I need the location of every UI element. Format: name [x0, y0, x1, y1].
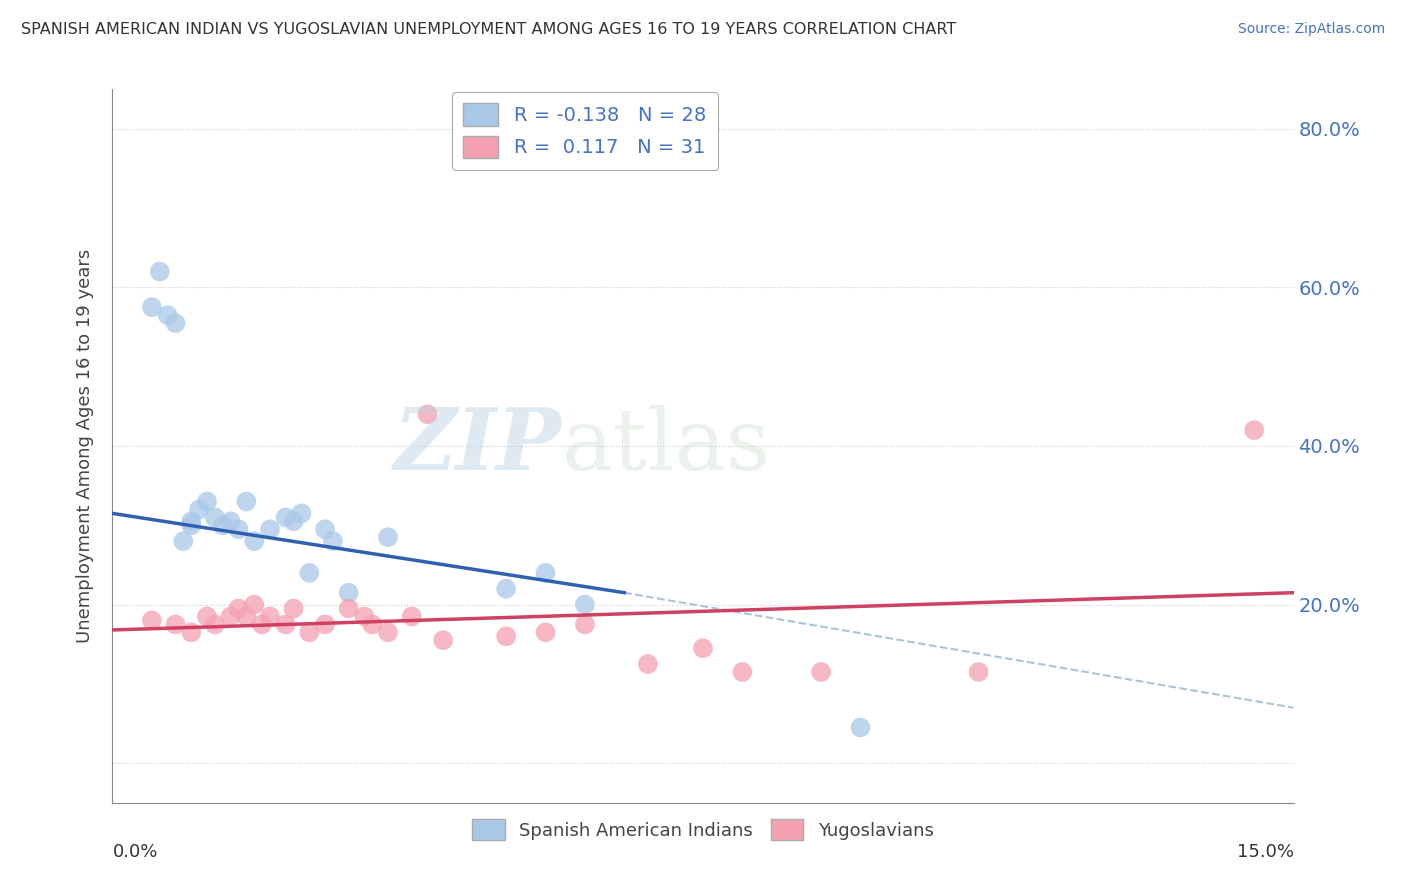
Text: atlas: atlas: [561, 404, 770, 488]
Point: [574, 598, 596, 612]
Point: [337, 601, 360, 615]
Point: [377, 625, 399, 640]
Point: [228, 601, 250, 615]
Text: 15.0%: 15.0%: [1236, 843, 1294, 861]
Point: [243, 598, 266, 612]
Point: [283, 601, 305, 615]
Point: [849, 721, 872, 735]
Point: [259, 609, 281, 624]
Point: [534, 566, 557, 580]
Point: [298, 566, 321, 580]
Point: [219, 609, 242, 624]
Point: [219, 514, 242, 528]
Point: [141, 614, 163, 628]
Point: [416, 407, 439, 421]
Point: [195, 609, 218, 624]
Point: [314, 617, 336, 632]
Point: [228, 522, 250, 536]
Point: [274, 617, 297, 632]
Point: [259, 522, 281, 536]
Point: [180, 518, 202, 533]
Point: [274, 510, 297, 524]
Legend: Spanish American Indians, Yugoslavians: Spanish American Indians, Yugoslavians: [465, 812, 941, 847]
Point: [165, 316, 187, 330]
Text: Source: ZipAtlas.com: Source: ZipAtlas.com: [1237, 22, 1385, 37]
Point: [314, 522, 336, 536]
Point: [495, 582, 517, 596]
Point: [204, 510, 226, 524]
Point: [204, 617, 226, 632]
Point: [1243, 423, 1265, 437]
Point: [322, 534, 344, 549]
Point: [637, 657, 659, 671]
Text: SPANISH AMERICAN INDIAN VS YUGOSLAVIAN UNEMPLOYMENT AMONG AGES 16 TO 19 YEARS CO: SPANISH AMERICAN INDIAN VS YUGOSLAVIAN U…: [21, 22, 956, 37]
Point: [967, 665, 990, 679]
Point: [432, 633, 454, 648]
Point: [574, 617, 596, 632]
Point: [188, 502, 211, 516]
Point: [165, 617, 187, 632]
Point: [401, 609, 423, 624]
Point: [235, 494, 257, 508]
Point: [283, 514, 305, 528]
Point: [172, 534, 194, 549]
Point: [353, 609, 375, 624]
Point: [692, 641, 714, 656]
Point: [235, 609, 257, 624]
Point: [156, 308, 179, 322]
Point: [534, 625, 557, 640]
Text: 0.0%: 0.0%: [112, 843, 157, 861]
Point: [250, 617, 273, 632]
Point: [810, 665, 832, 679]
Point: [361, 617, 384, 632]
Point: [195, 494, 218, 508]
Point: [211, 518, 233, 533]
Point: [180, 625, 202, 640]
Point: [141, 300, 163, 314]
Point: [731, 665, 754, 679]
Point: [149, 264, 172, 278]
Point: [298, 625, 321, 640]
Text: ZIP: ZIP: [394, 404, 561, 488]
Point: [290, 507, 312, 521]
Y-axis label: Unemployment Among Ages 16 to 19 years: Unemployment Among Ages 16 to 19 years: [76, 249, 94, 643]
Point: [495, 629, 517, 643]
Point: [180, 514, 202, 528]
Point: [377, 530, 399, 544]
Point: [243, 534, 266, 549]
Point: [337, 585, 360, 599]
